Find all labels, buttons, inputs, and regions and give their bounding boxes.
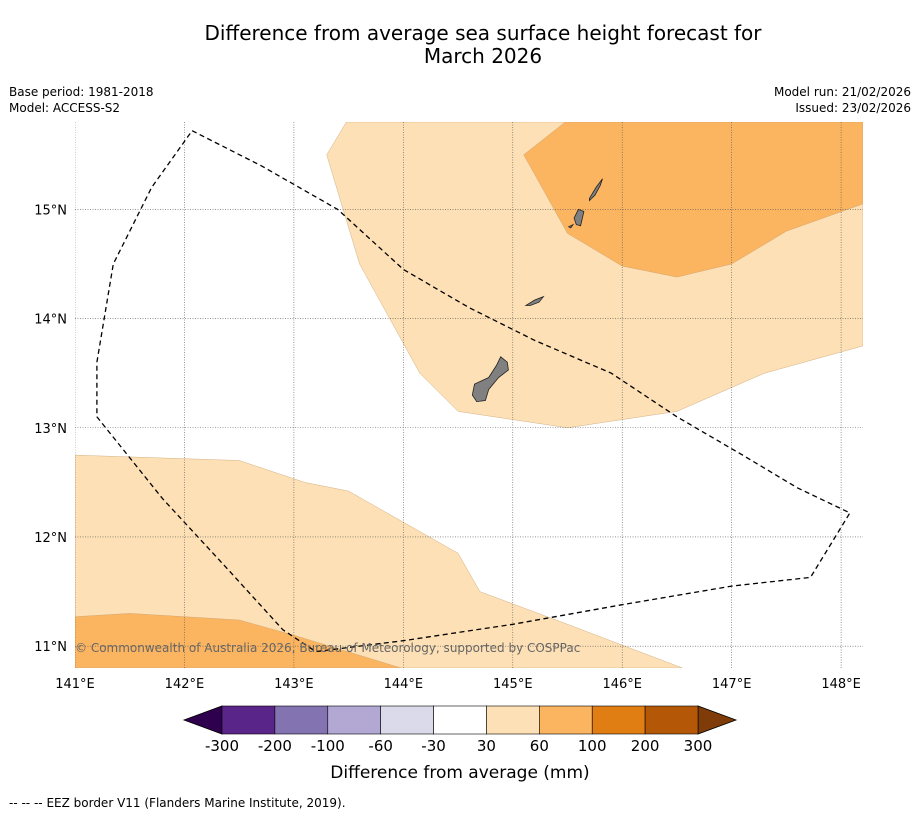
meta-left: Base period: 1981-2018 Model: ACCESS-S2 — [9, 84, 154, 116]
colorbar-tick-label: -100 — [311, 737, 345, 755]
island-guam — [471, 356, 509, 403]
chart-title: Difference from average sea surface heig… — [0, 22, 919, 68]
colorbar-segment — [591, 705, 646, 735]
model-name: Model: ACCESS-S2 — [9, 101, 121, 115]
colorbar-tick-label: 100 — [578, 737, 607, 755]
lat-tick-label: 15°N — [34, 203, 67, 218]
lon-tick-label: 142°E — [165, 677, 205, 692]
lat-tick-label: 12°N — [34, 531, 67, 546]
colorbar-under-arrow — [182, 705, 223, 735]
colorbar-segment — [486, 705, 540, 735]
anomaly-region-60-100 — [523, 122, 863, 278]
colorbar-tick-label: 300 — [684, 737, 713, 755]
island-saipan — [589, 178, 603, 202]
anomaly-region-30-60 — [75, 454, 683, 668]
lon-tick-label: 146°E — [602, 677, 642, 692]
title-line-2: March 2026 — [423, 44, 543, 68]
eez-border — [96, 130, 851, 653]
island-tinian — [573, 208, 585, 227]
model-run: Model run: 21/02/2026 — [773, 85, 911, 99]
lon-tick-label: 141°E — [55, 677, 95, 692]
copyright-text: © Commonwealth of Australia 2026, Bureau… — [75, 641, 580, 655]
map-axes: 141°E 142°E 143°E 144°E 145°E 146°E 147°E 148°E… — [34, 203, 861, 692]
colorbar-tick-label: -200 — [258, 737, 292, 755]
colorbar-segment — [539, 705, 593, 735]
colorbar-tick-label: 200 — [631, 737, 660, 755]
issued-date: Issued: 23/02/2026 — [795, 101, 911, 115]
lon-tick-label: 145°E — [493, 677, 533, 692]
colorbar-label: Difference from average (mm) — [330, 763, 589, 783]
colorbar-tick-label: -30 — [421, 737, 446, 755]
lat-tick-label: 14°N — [34, 313, 67, 328]
eez-legend: -- -- -- EEZ border V11 (Flanders Marine… — [9, 796, 346, 810]
colorbar-tick-label: -300 — [205, 737, 239, 755]
colorbar-tick-label: 30 — [477, 737, 496, 755]
lat-tick-label: 11°N — [34, 640, 67, 655]
colorbar-over-arrow — [697, 705, 738, 735]
lon-tick-label: 143°E — [274, 677, 314, 692]
map-area: © Commonwealth of Australia 2026, Bureau… — [75, 122, 863, 668]
lon-tick-label: 144°E — [384, 677, 424, 692]
island-aguijan — [567, 223, 575, 229]
colorbar: -300 -200 -100 -60 -30 30 60 100 200 300 Differenc… — [182, 705, 738, 783]
colorbar-segment — [274, 705, 329, 735]
title-line-1: Difference from average sea surface heig… — [204, 21, 762, 45]
island-rota — [524, 295, 545, 306]
colorbar-segment — [327, 705, 381, 735]
meta-right: Model run: 21/02/2026 Issued: 23/02/2026 — [774, 84, 911, 116]
colorbar-segment — [221, 705, 276, 735]
eez-line-symbol: -- -- -- — [9, 796, 43, 810]
lon-tick-label: 147°E — [712, 677, 752, 692]
colorbar-tick-label: 60 — [530, 737, 549, 755]
eez-legend-text: EEZ border V11 (Flanders Marine Institut… — [46, 796, 346, 810]
lon-tick-label: 148°E — [821, 677, 861, 692]
colorbar-tick-label: -60 — [368, 737, 393, 755]
colorbar-segment — [433, 705, 487, 735]
colorbar-segment — [380, 705, 434, 735]
base-period: Base period: 1981-2018 — [9, 85, 154, 99]
colorbar-segment — [644, 705, 699, 735]
lat-tick-label: 13°N — [34, 422, 67, 437]
